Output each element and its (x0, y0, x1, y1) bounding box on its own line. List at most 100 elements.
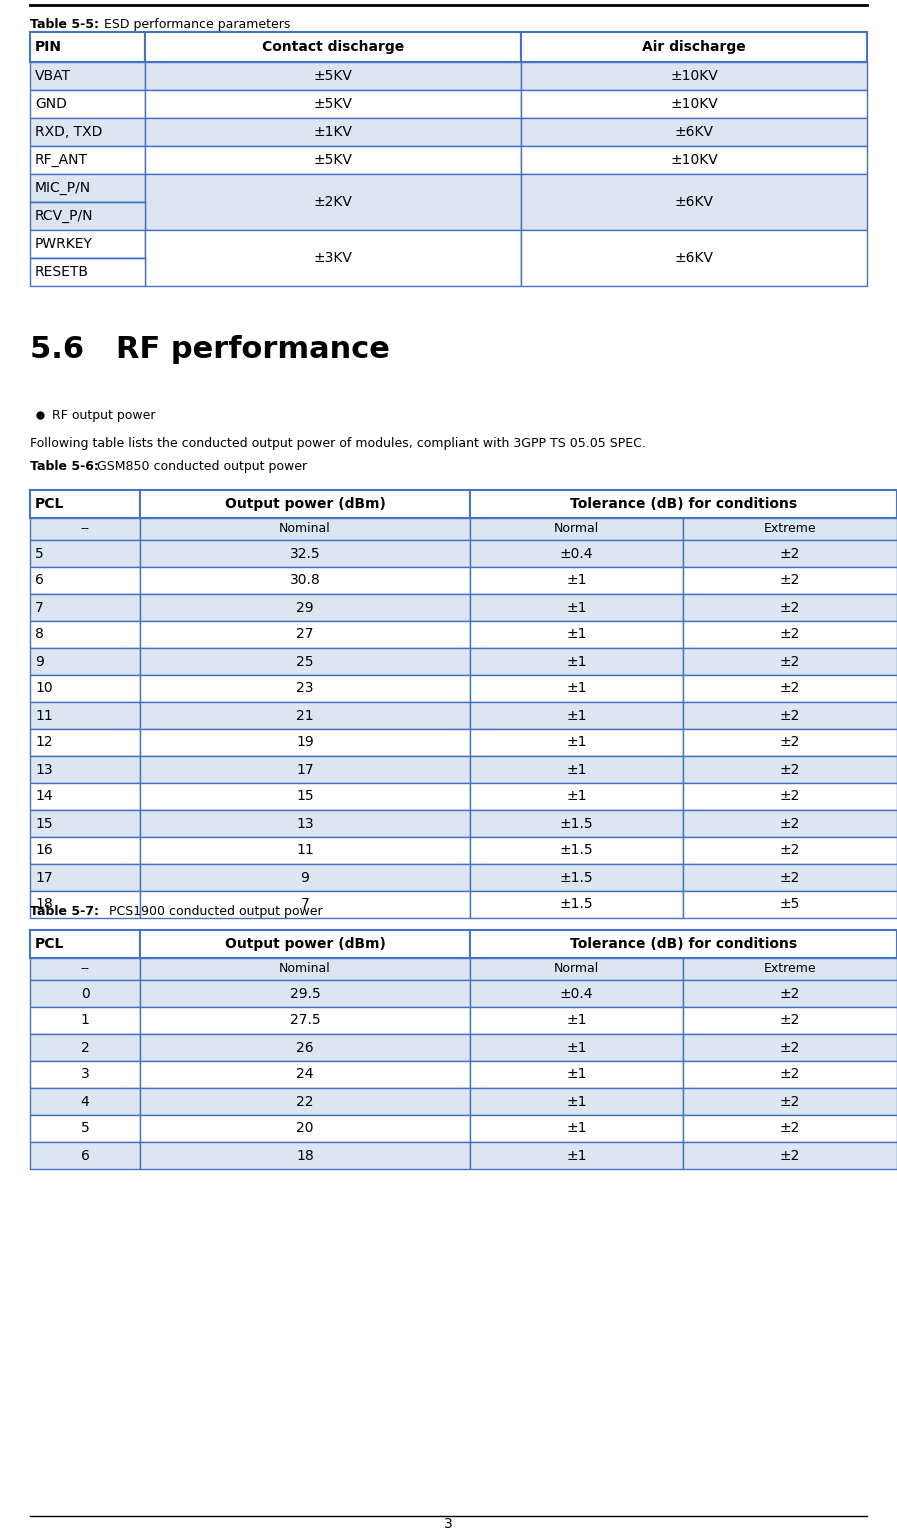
Bar (140, 489, 470, 518)
Bar (470, 1008, 683, 1034)
Text: 20: 20 (296, 1121, 314, 1136)
Text: ±1: ±1 (566, 1067, 587, 1081)
Bar (30, 621, 140, 648)
Text: ±6KV: ±6KV (675, 251, 713, 265)
Text: 4: 4 (81, 1095, 90, 1109)
Text: ±2: ±2 (779, 654, 800, 668)
Text: RF output power: RF output power (52, 408, 155, 422)
Text: ±1.5: ±1.5 (560, 898, 593, 911)
Bar (683, 836, 897, 864)
Text: PWRKEY: PWRKEY (35, 237, 93, 251)
Text: 30.8: 30.8 (290, 573, 320, 587)
Text: ±2: ±2 (779, 682, 800, 696)
Bar (683, 674, 897, 702)
Text: ±2: ±2 (779, 1041, 800, 1055)
Text: ±6KV: ±6KV (675, 125, 713, 139)
Text: ±2: ±2 (779, 763, 800, 777)
Bar (683, 864, 897, 891)
Text: 7: 7 (35, 601, 44, 615)
Text: ±1: ±1 (566, 1121, 587, 1136)
Bar (140, 930, 470, 959)
Text: ±2: ±2 (779, 573, 800, 587)
Text: ±2: ±2 (779, 986, 800, 1000)
Bar (140, 891, 470, 917)
Text: 1: 1 (81, 1014, 90, 1027)
Bar (140, 702, 470, 729)
Text: Extreme: Extreme (763, 523, 816, 535)
Bar (470, 518, 683, 540)
Bar (30, 1089, 140, 1115)
Bar (30, 32, 145, 63)
Bar (140, 783, 470, 810)
Text: 8: 8 (35, 627, 44, 642)
Text: Extreme: Extreme (763, 962, 816, 976)
Text: ±2: ±2 (779, 870, 800, 884)
Text: ±3KV: ±3KV (314, 251, 353, 265)
Text: ±2: ±2 (779, 816, 800, 830)
Text: 13: 13 (35, 763, 53, 777)
Bar (30, 836, 140, 864)
Bar (140, 980, 470, 1008)
Bar (683, 567, 897, 593)
Text: ±1.5: ±1.5 (560, 816, 593, 830)
Bar (470, 621, 683, 648)
Text: MIC_P/N: MIC_P/N (35, 180, 91, 196)
Bar (30, 1142, 140, 1170)
Bar (30, 258, 145, 286)
Text: 32.5: 32.5 (290, 546, 320, 561)
Bar (30, 959, 140, 980)
Bar (470, 959, 683, 980)
Bar (30, 202, 145, 229)
Bar (30, 891, 140, 917)
Bar (470, 1142, 683, 1170)
Text: ±2: ±2 (779, 708, 800, 723)
Text: ±1: ±1 (566, 573, 587, 587)
Bar (470, 567, 683, 593)
Text: 29.5: 29.5 (290, 986, 320, 1000)
Bar (140, 1008, 470, 1034)
Bar (140, 729, 470, 755)
Bar (30, 702, 140, 729)
Bar (145, 145, 521, 174)
Text: ±5KV: ±5KV (314, 153, 353, 167)
Bar (683, 518, 897, 540)
Text: ±2: ±2 (779, 1148, 800, 1162)
Text: 2: 2 (81, 1041, 90, 1055)
Text: Table 5-6:: Table 5-6: (30, 460, 99, 472)
Text: 25: 25 (296, 654, 314, 668)
Text: 18: 18 (296, 1148, 314, 1162)
Text: ±2KV: ±2KV (314, 196, 353, 209)
Text: Table 5-5:: Table 5-5: (30, 18, 99, 31)
Bar (140, 593, 470, 621)
Bar (470, 864, 683, 891)
Bar (30, 1008, 140, 1034)
Text: Tolerance (dB) for conditions: Tolerance (dB) for conditions (570, 937, 797, 951)
Text: 24: 24 (296, 1067, 314, 1081)
Text: ±1.5: ±1.5 (560, 870, 593, 884)
Text: PCL: PCL (35, 497, 65, 511)
Bar (30, 145, 145, 174)
Bar (521, 118, 867, 145)
Bar (683, 621, 897, 648)
Bar (140, 540, 470, 567)
Bar (683, 540, 897, 567)
Text: 15: 15 (35, 816, 53, 830)
Text: 27.5: 27.5 (290, 1014, 320, 1027)
Text: 11: 11 (35, 708, 53, 723)
Text: 11: 11 (296, 844, 314, 858)
Bar (470, 980, 683, 1008)
Bar (140, 810, 470, 836)
Bar (30, 1061, 140, 1089)
Text: Following table lists the conducted output power of modules, compliant with 3GPP: Following table lists the conducted outp… (30, 437, 646, 451)
Bar (30, 980, 140, 1008)
Bar (30, 63, 145, 90)
Bar (470, 1089, 683, 1115)
Bar (470, 783, 683, 810)
Bar (140, 836, 470, 864)
Text: ±10KV: ±10KV (670, 69, 718, 83)
Bar (470, 674, 683, 702)
Text: 9: 9 (35, 654, 44, 668)
Bar (30, 648, 140, 674)
Text: ±5KV: ±5KV (314, 96, 353, 112)
Text: ±1: ±1 (566, 735, 587, 749)
